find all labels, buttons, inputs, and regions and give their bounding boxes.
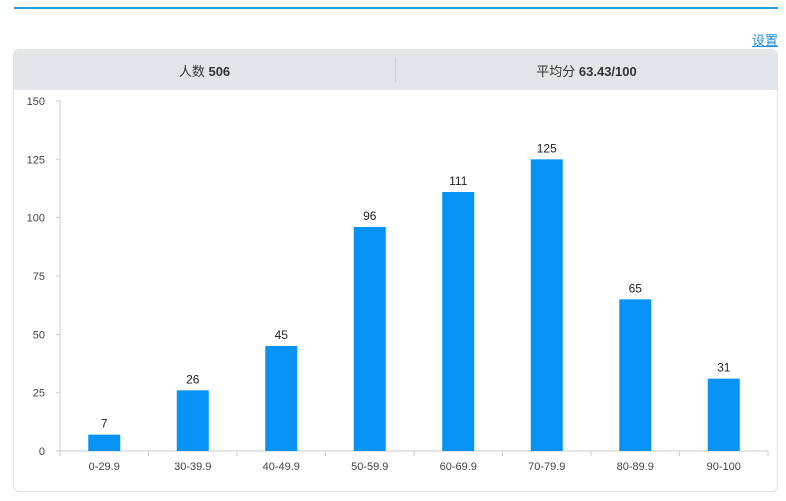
count-value: 506	[208, 63, 231, 79]
x-tick-label: 80-89.9	[617, 461, 654, 473]
bar	[353, 227, 386, 451]
bar-value-label: 96	[363, 209, 377, 223]
x-tick-label: 90-100	[707, 461, 741, 473]
y-tick-label: 25	[33, 388, 45, 400]
x-tick-label: 40-49.9	[263, 461, 300, 473]
top-divider	[14, 7, 778, 9]
bar	[265, 346, 298, 451]
y-tick-label: 150	[27, 96, 45, 108]
x-tick-label: 50-59.9	[351, 461, 388, 473]
x-tick-label: 60-69.9	[440, 461, 477, 473]
bar-value-label: 125	[537, 141, 557, 155]
y-tick-label: 100	[27, 213, 45, 225]
x-tick-label: 0-29.9	[89, 461, 120, 473]
y-tick-label: 125	[27, 154, 45, 166]
bar-value-label: 31	[717, 361, 731, 375]
bar	[530, 159, 563, 452]
bar-value-label: 45	[275, 328, 289, 342]
settings-link[interactable]: 设置	[751, 33, 778, 48]
bar	[176, 390, 209, 451]
bar-value-label: 26	[186, 372, 200, 386]
summary-divider	[395, 57, 396, 83]
bar	[707, 378, 740, 451]
bar-value-label: 111	[449, 174, 468, 188]
avg-value: 63.43/100	[578, 63, 637, 79]
student-count: 人数 506	[14, 61, 395, 80]
bar	[88, 434, 121, 451]
summary-bar: 人数 506 平均分 63.43/100	[14, 50, 777, 90]
bar-value-label: 65	[629, 281, 643, 295]
average-score: 平均分 63.43/100	[396, 61, 777, 80]
count-label: 人数	[178, 63, 205, 79]
y-tick-label: 75	[33, 271, 45, 283]
avg-label: 平均分	[536, 63, 576, 79]
x-tick-label: 70-79.9	[528, 461, 565, 473]
y-tick-label: 50	[33, 329, 45, 341]
x-tick-label: 30-39.9	[174, 461, 211, 473]
bar	[619, 299, 652, 451]
bar-value-label: 7	[101, 417, 108, 431]
bar	[442, 192, 475, 451]
y-tick-label: 0	[39, 446, 45, 458]
